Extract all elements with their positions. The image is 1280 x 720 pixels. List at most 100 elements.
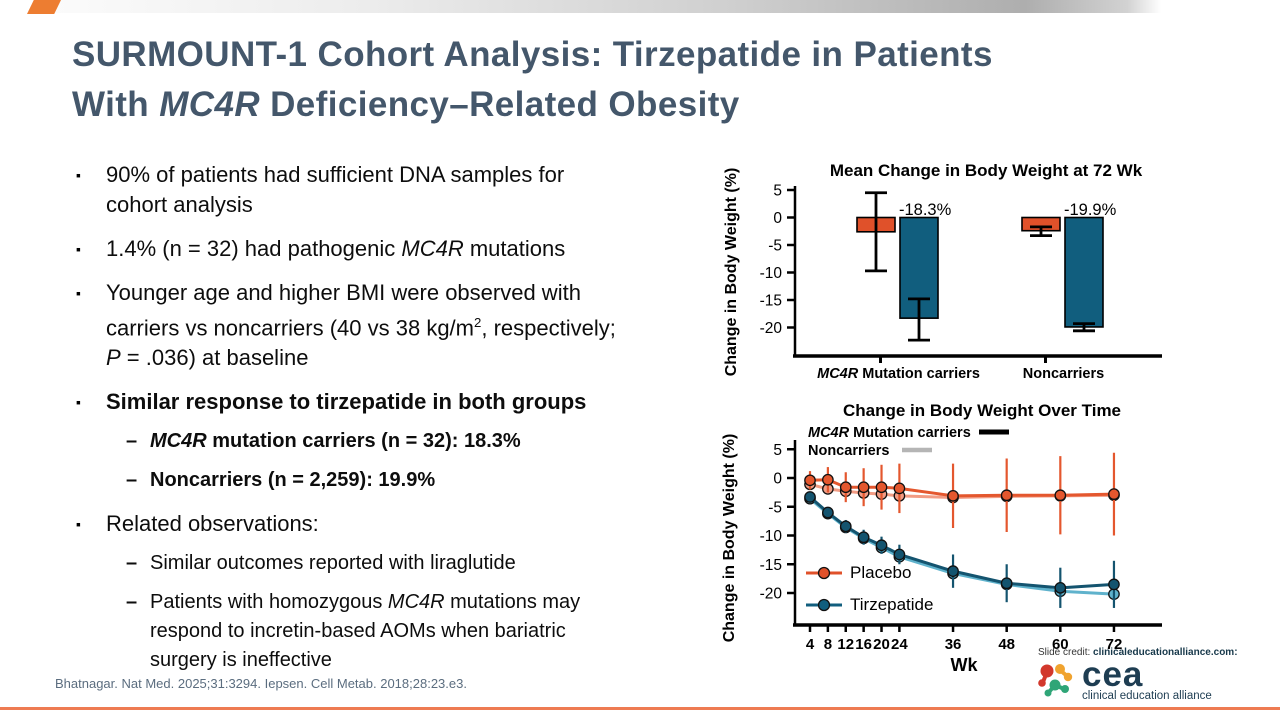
bullet-item: ▪ 90% of patients had sufficient DNA samp… [76,160,716,220]
data-point [839,481,852,494]
data-point [947,565,959,577]
y-tick-label: -10 [760,528,783,545]
page-title: SURMOUNT-1 Cohort Analysis: Tirzepatide … [72,30,1222,130]
data-point [1000,489,1013,502]
slide-credit-prefix: Slide credit: [1038,647,1094,658]
sub-bullet-item: – MC4R mutation carriers (n = 32): 18.3% [76,427,716,456]
bullet-marker: – [126,591,138,614]
group-label: Noncarriers [1023,366,1104,382]
line-chart: Change in Body Weight Over Time Change in… [721,401,1162,675]
group-label: MC4R Mutation carriers [817,366,980,382]
y-tick-label: -20 [760,320,783,337]
x-tick-label: 16 [855,636,872,653]
bullet-marker: ▪ [76,285,81,301]
line-chart-ylabel: Change in Body Weight (%) [721,434,738,643]
data-point [857,481,870,494]
series-line [809,495,1115,590]
cea-logo-wordmark: cea [1082,655,1144,694]
y-tick-label: -20 [760,586,783,603]
x-tick-label: 24 [891,636,908,653]
inner-legend-label: Placebo [850,563,911,582]
cea-logo-text: cea clinical education alliance [1082,655,1212,702]
line-chart-title: Change in Body Weight Over Time [843,401,1121,420]
cea-logo-subtitle: clinical education alliance [1082,690,1212,702]
bullet-marker: – [126,552,138,575]
x-tick-label: 48 [998,636,1015,653]
y-tick-label: -5 [768,499,782,516]
page-title-line: With MC4R Deficiency–Related Obesity [72,85,740,124]
y-tick-label: -10 [760,265,783,282]
line-chart-xlabel: Wk [951,655,979,675]
bullet-text: 1.4% (n = 32) had pathogenic MC4R mutati… [106,236,566,261]
x-tick-label: 36 [945,636,962,653]
x-tick-label: 4 [806,636,815,653]
y-tick-label: 0 [773,210,782,227]
x-tick-label: 60 [1052,636,1069,653]
top-legend-label: MC4R Mutation carriers [808,425,971,441]
page-title-line: SURMOUNT-1 Cohort Analysis: Tirzepatide … [72,35,993,74]
y-tick-label: -5 [768,238,782,255]
x-tick-label: 8 [824,636,832,653]
data-point [875,481,888,494]
data-point [893,482,906,495]
data-point [1108,578,1120,591]
bar-value-label: -18.3% [899,201,952,219]
bullet-marker: – [126,469,138,492]
bullet-marker: – [126,430,138,453]
data-point [857,531,870,544]
data-point [1054,581,1067,594]
inner-legend-label: Tirzepatide [850,595,933,614]
top-gradient-bar [33,0,1161,13]
bullet-marker: ▪ [76,241,81,257]
data-point [947,489,959,502]
data-point [804,474,816,487]
cea-logo-icon [1038,664,1073,697]
data-point [1108,488,1120,500]
bullet-text: Noncarriers (n = 2,259): 19.9% [150,469,436,492]
y-tick-label: -15 [760,293,782,310]
data-point [822,473,834,486]
data-point [822,506,834,519]
bullet-text: Younger age and higher BMI were observed… [106,280,616,371]
data-point [1054,489,1067,502]
x-tick-label: 72 [1106,636,1123,653]
data-point [1000,577,1013,590]
corner-accent-shape [27,0,61,14]
bullet-item: ▪ Similar response to tirzepatide in both… [76,387,716,417]
bullet-list: ▪ 90% of patients had sufficient DNA samp… [76,160,716,675]
bullet-text: MC4R mutation carriers (n = 32): 18.3% [150,430,521,453]
bullet-item: ▪ Younger age and higher BMI were observe… [76,278,716,373]
x-tick-label: 12 [837,636,854,653]
data-point [804,491,816,503]
data-point [893,548,906,561]
data-point [875,539,888,552]
bullet-item: ▪ 1.4% (n = 32) had pathogenic MC4R mutat… [76,234,716,264]
bar-tirzepatide [1064,216,1104,328]
y-tick-label: -15 [760,557,782,574]
bar-chart-ylabel: Change in Body Weight (%) [723,168,740,377]
bullet-marker: ▪ [76,167,81,183]
bullet-marker: ▪ [76,394,81,411]
sub-bullet-item: – Similar outcomes reported with liraglut… [76,549,716,578]
bullet-text: 90% of patients had sufficient DNA sampl… [106,162,565,217]
bullet-text: Similar outcomes reported with liragluti… [150,552,516,575]
sub-bullet-item: – Patients with homozygous MC4R mutations… [76,588,716,675]
bar-value-label: -19.9% [1064,201,1117,219]
data-point [839,520,852,533]
top-legend-label: Noncarriers [808,443,889,459]
slide-credit-source: clinicaleducationalliance.com: [1093,647,1238,658]
sub-bullet-item: – Noncarriers (n = 2,259): 19.9% [76,466,716,495]
bar-chart-title: Mean Change in Body Weight at 72 Wk [830,161,1143,180]
bottom-rule [0,707,1280,710]
series-line [809,478,1114,498]
y-tick-label: 0 [773,471,782,488]
x-tick-label: 20 [873,636,890,653]
bullet-text: Patients with homozygous MC4R mutations … [150,591,581,672]
bullet-text: Similar response to tirzepatide in both … [106,389,587,415]
bar-chart: Mean Change in Body Weight at 72 Wk Chang… [723,161,1162,382]
bullet-text: Related observations: [106,511,319,537]
cea-logo: cea clinical education alliance [1034,655,1212,704]
y-tick-label: 5 [773,183,782,200]
slide-credit: Slide credit: clinicaleducationalliance.… [1038,647,1248,658]
